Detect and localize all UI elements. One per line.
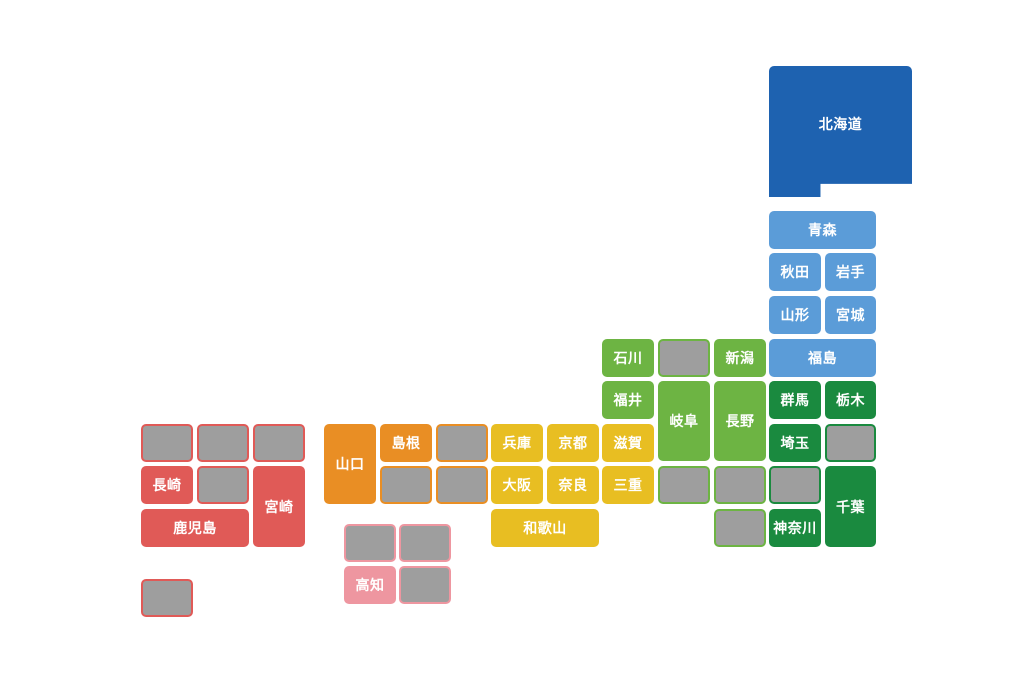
prefecture-tile[interactable]: 岐阜 xyxy=(658,381,710,461)
prefecture-tile[interactable]: 石川 xyxy=(602,339,654,377)
prefecture-tile[interactable]: 滋賀 xyxy=(602,424,654,462)
prefecture-tile[interactable]: 山形 xyxy=(769,296,821,334)
prefecture-tile[interactable]: 高知 xyxy=(344,566,396,604)
prefecture-tile-unlabeled[interactable] xyxy=(197,424,249,462)
prefecture-tile[interactable]: 岩手 xyxy=(825,253,876,291)
prefecture-tile[interactable]: 京都 xyxy=(547,424,599,462)
prefecture-tile[interactable]: 群馬 xyxy=(769,381,821,419)
prefecture-tile[interactable]: 福井 xyxy=(602,381,654,419)
prefecture-tile-unlabeled[interactable] xyxy=(714,509,766,547)
prefecture-tile[interactable]: 鹿児島 xyxy=(141,509,249,547)
prefecture-tile[interactable]: 千葉 xyxy=(825,466,876,547)
prefecture-tile[interactable]: 埼玉 xyxy=(769,424,821,462)
prefecture-tile[interactable]: 三重 xyxy=(602,466,654,504)
prefecture-tile-unlabeled[interactable] xyxy=(658,466,710,504)
prefecture-tile-unlabeled[interactable] xyxy=(658,339,710,377)
prefecture-tile-unlabeled[interactable] xyxy=(141,579,193,617)
prefecture-tile[interactable]: 長崎 xyxy=(141,466,193,504)
prefecture-tile-unlabeled[interactable] xyxy=(769,466,821,504)
prefecture-tile-unlabeled[interactable] xyxy=(197,466,249,504)
prefecture-tile[interactable]: 秋田 xyxy=(769,253,821,291)
prefecture-tile[interactable]: 島根 xyxy=(380,424,432,462)
prefecture-tile[interactable]: 宮城 xyxy=(825,296,876,334)
prefecture-tile[interactable]: 兵庫 xyxy=(491,424,543,462)
prefecture-tile-unlabeled[interactable] xyxy=(141,424,193,462)
prefecture-tile[interactable]: 青森 xyxy=(769,211,876,249)
prefecture-tile[interactable]: 福島 xyxy=(769,339,876,377)
prefecture-tile-unlabeled[interactable] xyxy=(714,466,766,504)
prefecture-tile[interactable]: 宮崎 xyxy=(253,466,305,547)
prefecture-tile[interactable]: 大阪 xyxy=(491,466,543,504)
prefecture-tile[interactable]: 新潟 xyxy=(714,339,766,377)
prefecture-tile[interactable]: 長野 xyxy=(714,381,766,461)
prefecture-tile[interactable]: 奈良 xyxy=(547,466,599,504)
prefecture-tile[interactable]: 山口 xyxy=(324,424,376,504)
prefecture-tile-unlabeled[interactable] xyxy=(436,466,488,504)
prefecture-tile-unlabeled[interactable] xyxy=(399,524,451,562)
prefecture-tile-unlabeled[interactable] xyxy=(825,424,876,462)
prefecture-tile-unlabeled[interactable] xyxy=(253,424,305,462)
prefecture-tile-unlabeled[interactable] xyxy=(380,466,432,504)
prefecture-tile[interactable]: 和歌山 xyxy=(491,509,599,547)
prefecture-tile[interactable]: 神奈川 xyxy=(769,509,821,547)
prefecture-tile-unlabeled[interactable] xyxy=(399,566,451,604)
prefecture-tile[interactable]: 栃木 xyxy=(825,381,876,419)
prefecture-tile-unlabeled[interactable] xyxy=(436,424,488,462)
prefecture-tile[interactable]: 北海道 xyxy=(769,66,912,197)
prefecture-tile-unlabeled[interactable] xyxy=(344,524,396,562)
